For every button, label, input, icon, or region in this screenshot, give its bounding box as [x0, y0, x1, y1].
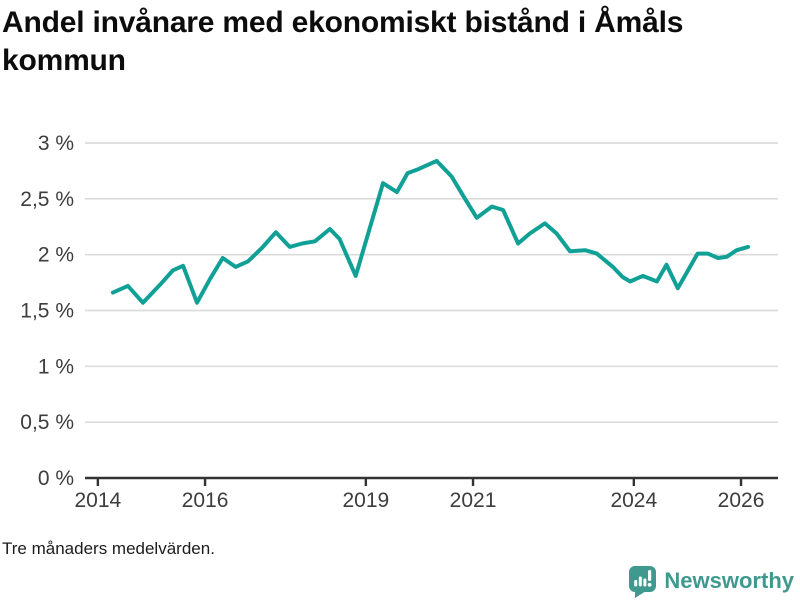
y-tick-label: 2 %: [38, 244, 74, 267]
chart-title: Andel invånare med ekonomiskt bistånd i …: [2, 6, 684, 77]
x-tick-label: 2026: [718, 489, 765, 512]
x-tick-label: 2014: [75, 489, 122, 512]
y-tick-label: 0 %: [38, 467, 74, 490]
x-tick-label: 2016: [182, 489, 229, 512]
y-tick-label: 1 %: [38, 355, 74, 378]
x-tick-label: 2021: [450, 489, 497, 512]
newsworthy-wordmark: Newsworthy: [664, 568, 794, 593]
chart-footnote: Tre månaders medelvärden.: [2, 539, 215, 558]
x-tick-label: 2024: [610, 489, 657, 512]
y-tick-label: 3 %: [38, 132, 74, 155]
y-tick-label: 2,5 %: [20, 188, 74, 211]
newsworthy-chart-bubble-icon: [629, 565, 657, 598]
newsworthy-logo: Newsworthy: [628, 564, 794, 598]
x-tick-label: 2019: [342, 489, 389, 512]
y-tick-label: 0,5 %: [20, 411, 74, 434]
y-tick-label: 1,5 %: [20, 300, 74, 323]
data-line: [110, 158, 750, 305]
bubble-shape: [629, 565, 657, 598]
